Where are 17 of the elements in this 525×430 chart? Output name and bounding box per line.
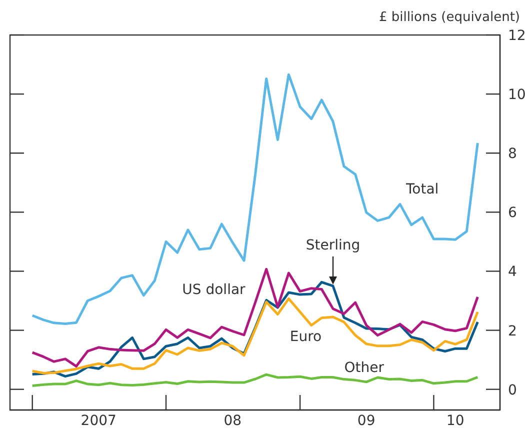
x-tick-label: 08 — [224, 413, 242, 429]
series-label: Total — [405, 182, 439, 198]
text: Sterling — [306, 238, 360, 254]
y-tick-label: 4 — [508, 264, 517, 280]
x-tick-label: 2007 — [80, 413, 116, 429]
series-label: Euro — [290, 329, 322, 346]
y-tick-label: 2 — [508, 323, 517, 340]
y-tick-label: 10 — [508, 87, 525, 104]
y-tick-label: 12 — [508, 28, 525, 44]
x-tick-label: 09 — [357, 413, 376, 429]
x-tick-label: 10 — [446, 413, 464, 429]
series-label: Other — [344, 360, 384, 376]
y-tick-label: 0 — [508, 382, 517, 398]
series-label: US dollar — [182, 282, 246, 298]
y-tick-label: 6 — [508, 205, 517, 222]
y-tick-label: 8 — [508, 146, 517, 162]
y-axis-title: £ billions (equivalent) — [378, 10, 520, 25]
